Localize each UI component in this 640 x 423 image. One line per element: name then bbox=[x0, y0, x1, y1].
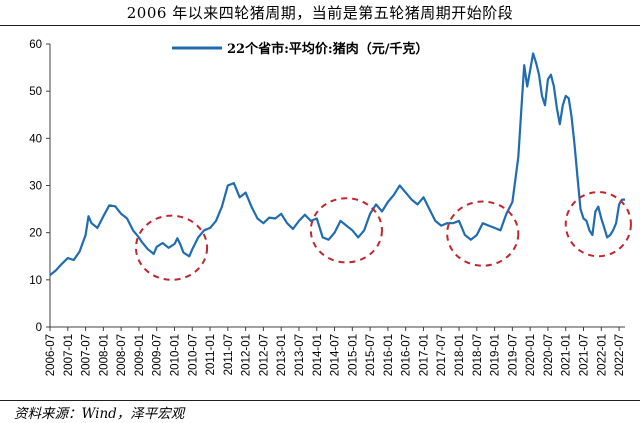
y-axis-ticks: 0 10 20 30 40 50 60 bbox=[29, 39, 50, 334]
x-tick-label: 2021-01 bbox=[561, 334, 573, 376]
dashed-circle-annotation bbox=[309, 197, 383, 264]
x-tick-label: 2009-07 bbox=[152, 334, 164, 376]
series-layer bbox=[49, 52, 625, 276]
x-tick-label: 2022-07 bbox=[614, 334, 626, 376]
x-tick-label: 2013-01 bbox=[276, 334, 288, 376]
x-tick-label: 2010-07 bbox=[187, 334, 199, 376]
x-tick-label: 2009-01 bbox=[134, 334, 146, 376]
x-tick-label: 2017-07 bbox=[436, 334, 448, 376]
x-tick-label: 2019-07 bbox=[507, 334, 519, 376]
source-note: 资料来源：Wind，泽平宏观 bbox=[14, 406, 185, 422]
series-line bbox=[49, 52, 625, 276]
x-tick-label: 2006-07 bbox=[45, 334, 57, 376]
y-tick-label: 20 bbox=[29, 228, 42, 240]
y-tick-label: 10 bbox=[29, 275, 42, 287]
x-tick-label: 2007-07 bbox=[81, 334, 93, 376]
x-tick-label: 2017-01 bbox=[418, 334, 430, 376]
x-tick-label: 2013-07 bbox=[294, 334, 306, 376]
x-tick-label: 2016-07 bbox=[401, 334, 413, 376]
annotation-layer bbox=[134, 191, 632, 281]
chart-title: 2006 年以来四轮猪周期，当前是第五轮猪周期开始阶段 bbox=[126, 4, 514, 22]
x-tick-label: 2016-01 bbox=[383, 334, 395, 376]
y-tick-label: 0 bbox=[36, 322, 42, 334]
axes bbox=[49, 44, 625, 328]
x-tick-label: 2008-01 bbox=[98, 334, 110, 376]
x-tick-label: 2015-01 bbox=[347, 334, 359, 376]
x-tick-label: 2010-01 bbox=[169, 334, 181, 376]
dashed-circle-annotation bbox=[134, 214, 209, 281]
y-tick-label: 40 bbox=[29, 133, 42, 145]
title-rule bbox=[0, 25, 640, 26]
x-tick-label: 2015-07 bbox=[365, 334, 377, 376]
legend: 22个省市:平均价:猪肉（元/千克） bbox=[172, 41, 428, 57]
x-tick-label: 2020-01 bbox=[525, 334, 537, 376]
y-tick-label: 60 bbox=[29, 39, 42, 51]
x-tick-label: 2021-07 bbox=[579, 334, 591, 376]
y-tick-label: 30 bbox=[29, 181, 42, 193]
x-tick-label: 2018-07 bbox=[472, 334, 484, 376]
dashed-circle-annotation bbox=[446, 200, 520, 267]
x-tick-label: 2018-01 bbox=[454, 334, 466, 376]
x-tick-label: 2014-01 bbox=[312, 334, 324, 376]
x-tick-label: 2022-01 bbox=[596, 334, 608, 376]
x-tick-label: 2014-07 bbox=[330, 334, 342, 376]
dashed-circle-annotation bbox=[564, 191, 632, 258]
x-tick-label: 2019-01 bbox=[490, 334, 502, 376]
x-axis-ticks: 2006-07 2007-01 2007-07 2008-01 2008-07 2009-… bbox=[45, 327, 626, 376]
x-tick-label: 2012-07 bbox=[258, 334, 270, 376]
legend-label: 22个省市:平均价:猪肉（元/千克） bbox=[227, 41, 428, 57]
x-tick-label: 2020-07 bbox=[543, 334, 555, 376]
x-tick-label: 2011-01 bbox=[205, 334, 217, 375]
x-tick-label: 2008-07 bbox=[116, 334, 128, 376]
x-tick-label: 2012-01 bbox=[241, 334, 253, 376]
footer-rule bbox=[0, 400, 640, 401]
x-tick-label: 2011-07 bbox=[223, 334, 235, 375]
y-tick-label: 50 bbox=[29, 86, 42, 98]
x-tick-label: 2007-01 bbox=[63, 334, 75, 376]
